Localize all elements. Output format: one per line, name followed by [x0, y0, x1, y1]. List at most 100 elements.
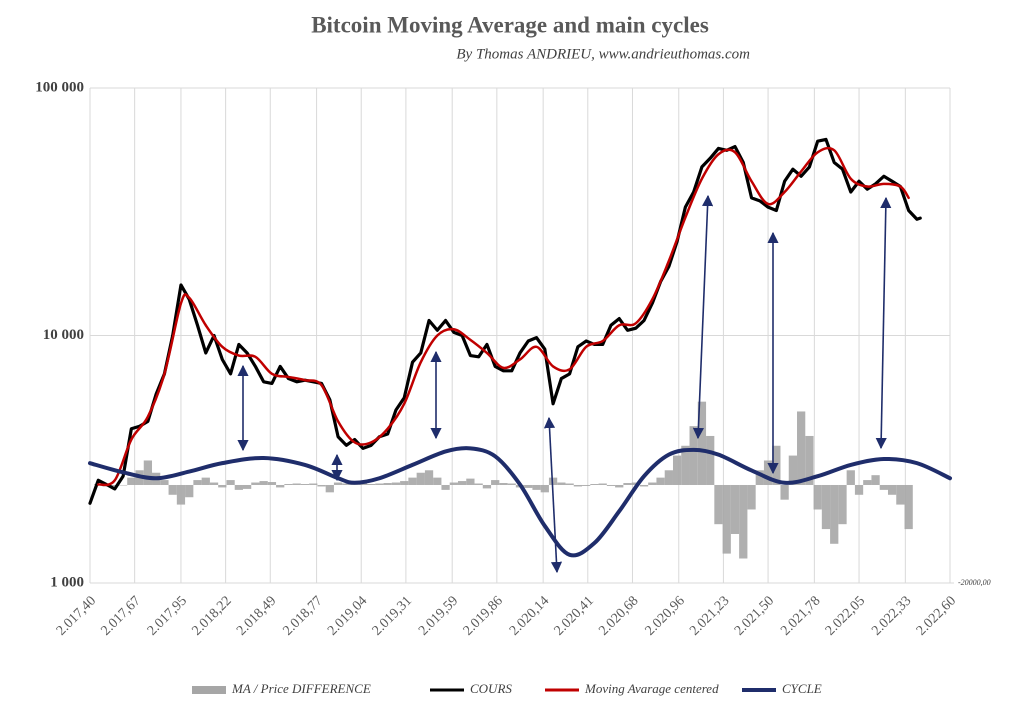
difference-bar [755, 470, 764, 485]
series-line [88, 446, 952, 558]
annotation-arrows [237, 194, 892, 574]
legend-label: Moving Avarage centered [584, 681, 719, 696]
difference-bar [730, 484, 740, 534]
difference-bar [904, 484, 913, 530]
difference-bar [408, 477, 417, 485]
difference-bar [739, 484, 748, 559]
y2-tick-label: -20000,00 [958, 578, 991, 587]
difference-bar [780, 484, 789, 500]
difference-bar [449, 482, 458, 485]
difference-bar [218, 484, 227, 488]
series-line [97, 146, 910, 487]
difference-bar [797, 411, 806, 485]
difference-bar [606, 484, 616, 486]
difference-bar [887, 484, 897, 495]
difference-bar [391, 482, 401, 485]
difference-bar [242, 484, 252, 489]
y-tick-label: 10 000 [43, 327, 84, 343]
difference-bar [474, 483, 483, 485]
difference-bar [342, 483, 351, 485]
difference-bar [582, 484, 591, 486]
difference-bar [325, 484, 334, 493]
difference-bar [375, 483, 384, 485]
chart-title: Bitcoin Moving Average and main cycles [311, 12, 709, 37]
difference-bar [491, 480, 500, 485]
difference-bar [317, 484, 326, 487]
difference-bar [524, 484, 533, 488]
difference-bar [367, 484, 376, 485]
difference-bar [201, 477, 210, 485]
legend-label: CYCLE [782, 681, 822, 696]
difference-bar [615, 484, 624, 488]
difference-bar [482, 484, 492, 489]
difference-bar [557, 482, 566, 485]
y-tick-label: 1 000 [50, 574, 84, 590]
difference-bar [110, 484, 119, 486]
difference-bar [681, 445, 690, 485]
legend-label: MA / Price DIFFERENCE [231, 681, 371, 696]
y-tick-label: 100 000 [35, 79, 84, 95]
difference-bar [466, 478, 475, 485]
difference-bar [747, 484, 756, 510]
difference-bar [209, 482, 219, 485]
difference-bar [871, 475, 880, 485]
difference-bar [441, 484, 450, 490]
difference-bar [383, 483, 392, 485]
difference-bar [598, 483, 607, 485]
difference-bar [830, 484, 839, 544]
difference-bar [259, 481, 268, 485]
difference-bar [267, 482, 277, 485]
difference-bar [656, 477, 665, 485]
difference-bar [854, 484, 864, 495]
difference-bar [664, 470, 673, 485]
difference-bar [896, 484, 905, 505]
difference-bar [127, 477, 136, 485]
difference-bar [424, 470, 434, 485]
arrow [875, 196, 892, 450]
difference-bar [532, 484, 541, 490]
difference-bar [160, 480, 169, 485]
difference-bar [176, 484, 186, 505]
legend-label: COURS [470, 681, 512, 696]
difference-bar [672, 455, 682, 485]
difference-bar [805, 435, 814, 485]
difference-bar [879, 484, 888, 490]
difference-bar [590, 484, 599, 485]
difference-bar [846, 470, 855, 485]
difference-bar [507, 483, 516, 485]
difference-bar [540, 484, 549, 493]
difference-bar [813, 484, 822, 510]
difference-bar [722, 484, 731, 554]
legend-swatch [192, 686, 226, 694]
difference-bar [234, 484, 243, 490]
arrow [543, 416, 563, 574]
difference-bar [168, 484, 177, 495]
difference-bar [416, 472, 425, 485]
difference-bar [639, 484, 649, 487]
difference-bar [763, 460, 773, 485]
difference-bar [433, 477, 442, 485]
difference-bar [499, 483, 508, 485]
legend: MA / Price DIFFERENCE COURS Moving Avarage… [192, 681, 822, 696]
difference-bar [623, 483, 632, 485]
difference-bar [457, 481, 467, 485]
difference-bar [358, 483, 368, 485]
difference-bar [706, 435, 715, 485]
chart-subtitle: By Thomas ANDRIEU, www.andrieuthomas.com [456, 46, 750, 62]
difference-bar [300, 484, 310, 485]
series-line [88, 137, 922, 505]
difference-bar [400, 481, 409, 485]
grid [89, 87, 951, 584]
arrow [692, 194, 714, 440]
difference-bar [689, 426, 698, 485]
difference-bar [284, 484, 293, 485]
difference-bar [333, 482, 343, 485]
difference-bar [251, 482, 260, 485]
difference-bar [573, 484, 583, 487]
difference-bar [226, 480, 235, 485]
difference-bar [863, 480, 872, 485]
difference-bar [648, 482, 657, 485]
difference-bar [565, 483, 574, 485]
